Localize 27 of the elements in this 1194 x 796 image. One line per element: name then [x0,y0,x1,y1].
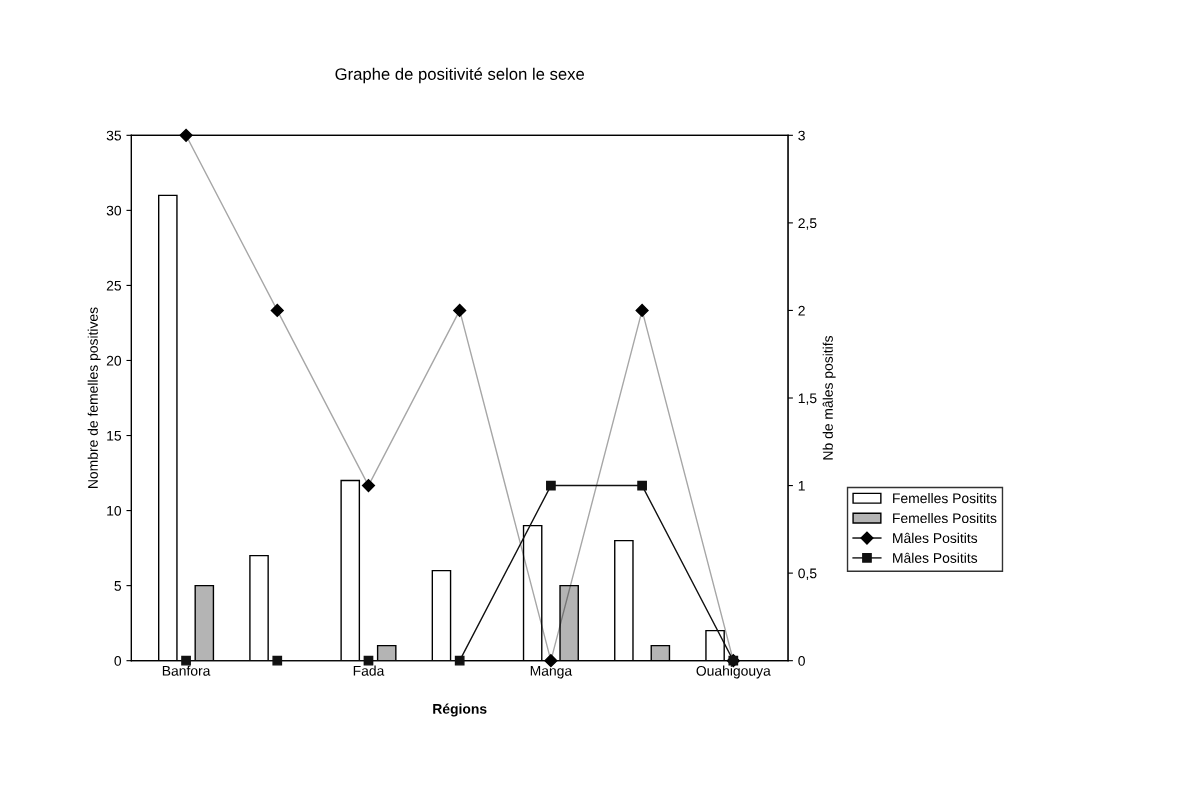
y-tick-label: 35 [106,130,122,141]
y-tick-label: 20 [106,355,122,366]
y-axis-title: Nombre de femelles positives [87,307,101,488]
y-tick-label: 30 [106,205,122,216]
y-tick-label: 5 [114,581,122,591]
legend-label: Femelles Positits [893,493,997,504]
y2-tick-label: 2,5 [798,218,817,230]
x-tick-label: Manga [530,666,573,679]
x-tick-label: Ouahigouya [696,665,771,679]
legend-label: Mâles Positits [893,532,978,544]
x-tick-label: Fada [353,665,385,676]
y2-tick-label: 0 [798,656,805,666]
y-tick-label: 15 [107,431,122,441]
y-tick-label: 25 [106,280,122,291]
y2-tick-label: 1,5 [798,393,817,405]
y2-tick-label: 3 [798,130,805,141]
legend-label: Femelles Positits [893,512,997,524]
x-tick-label: Banfora [162,665,211,676]
y2-axis-title: Nb de mâles positifs [822,335,836,460]
y2-tick-label: 0,5 [798,568,817,580]
y2-tick-label: 2 [798,305,805,316]
y-tick-label: 10 [107,505,122,516]
y-tick-label: 0 [114,656,122,666]
legend-label: Mâles Positits [893,552,978,563]
chart-title: Graphe de positivité selon le sexe [335,67,585,84]
x-axis-title: Régions [433,703,487,717]
y2-tick-label: 1 [798,481,805,491]
